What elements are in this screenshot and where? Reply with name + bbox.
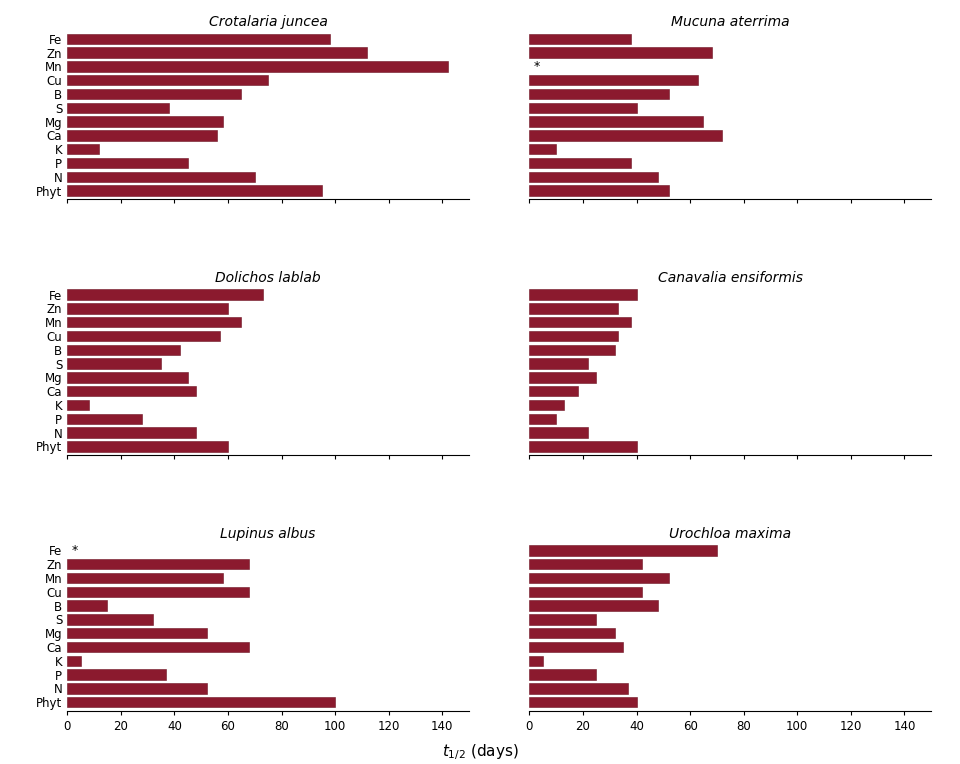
Text: *: * (71, 544, 78, 557)
Bar (529, 186, 669, 196)
Bar (67, 442, 228, 452)
Bar (67, 683, 206, 694)
Bar (529, 158, 631, 168)
Bar (529, 628, 615, 639)
Bar (67, 427, 196, 438)
Bar (529, 601, 658, 611)
Bar (67, 614, 153, 625)
Bar (67, 317, 241, 328)
Title: Canavalia ensiformis: Canavalia ensiformis (658, 271, 803, 285)
Text: *: * (534, 60, 540, 73)
Bar (529, 102, 636, 113)
Bar (529, 559, 642, 569)
Bar (67, 102, 169, 113)
Bar (529, 303, 617, 314)
Bar (529, 358, 588, 369)
Text: $t_{1/2}$ (days): $t_{1/2}$ (days) (442, 742, 518, 762)
Bar (529, 697, 636, 707)
Title: Crotalaria juncea: Crotalaria juncea (208, 15, 327, 29)
Bar (67, 345, 180, 355)
Bar (529, 89, 669, 99)
Bar (529, 116, 704, 127)
Bar (67, 89, 241, 99)
Title: Dolichos lablab: Dolichos lablab (215, 271, 321, 285)
Bar (529, 331, 617, 342)
Bar (67, 559, 250, 569)
Bar (529, 642, 623, 652)
Bar (67, 116, 223, 127)
Bar (529, 345, 615, 355)
Bar (529, 34, 631, 44)
Bar (529, 656, 542, 666)
Bar (67, 400, 88, 410)
Bar (529, 587, 642, 597)
Bar (67, 61, 447, 72)
Bar (67, 628, 206, 639)
Bar (67, 601, 108, 611)
Bar (67, 331, 220, 342)
Bar (529, 47, 711, 58)
Bar (67, 144, 99, 154)
Bar (67, 186, 322, 196)
Bar (67, 358, 161, 369)
Bar (529, 386, 578, 397)
Bar (529, 683, 629, 694)
Bar (67, 47, 368, 58)
Bar (529, 317, 631, 328)
Bar (529, 144, 556, 154)
Bar (67, 587, 250, 597)
Bar (67, 303, 228, 314)
Bar (67, 372, 188, 383)
Bar (67, 290, 263, 299)
Bar (67, 75, 268, 86)
Bar (529, 400, 564, 410)
Bar (529, 172, 658, 182)
Bar (529, 614, 596, 625)
Title: Mucuna aterrima: Mucuna aterrima (671, 15, 789, 29)
Bar (529, 130, 722, 141)
Bar (67, 386, 196, 397)
Bar (529, 545, 717, 555)
Bar (67, 172, 254, 182)
Bar (529, 75, 698, 86)
Bar (529, 442, 636, 452)
Bar (529, 290, 636, 299)
Bar (529, 372, 596, 383)
Bar (67, 642, 250, 652)
Bar (529, 669, 596, 680)
Bar (67, 34, 329, 44)
Title: Lupinus albus: Lupinus albus (221, 527, 316, 541)
Bar (67, 130, 217, 141)
Bar (67, 697, 335, 707)
Bar (529, 573, 669, 583)
Bar (67, 573, 223, 583)
Bar (529, 427, 588, 438)
Bar (529, 413, 556, 424)
Bar (67, 158, 188, 168)
Bar (67, 413, 142, 424)
Title: Urochloa maxima: Urochloa maxima (669, 527, 791, 541)
Bar (67, 656, 81, 666)
Bar (67, 669, 166, 680)
